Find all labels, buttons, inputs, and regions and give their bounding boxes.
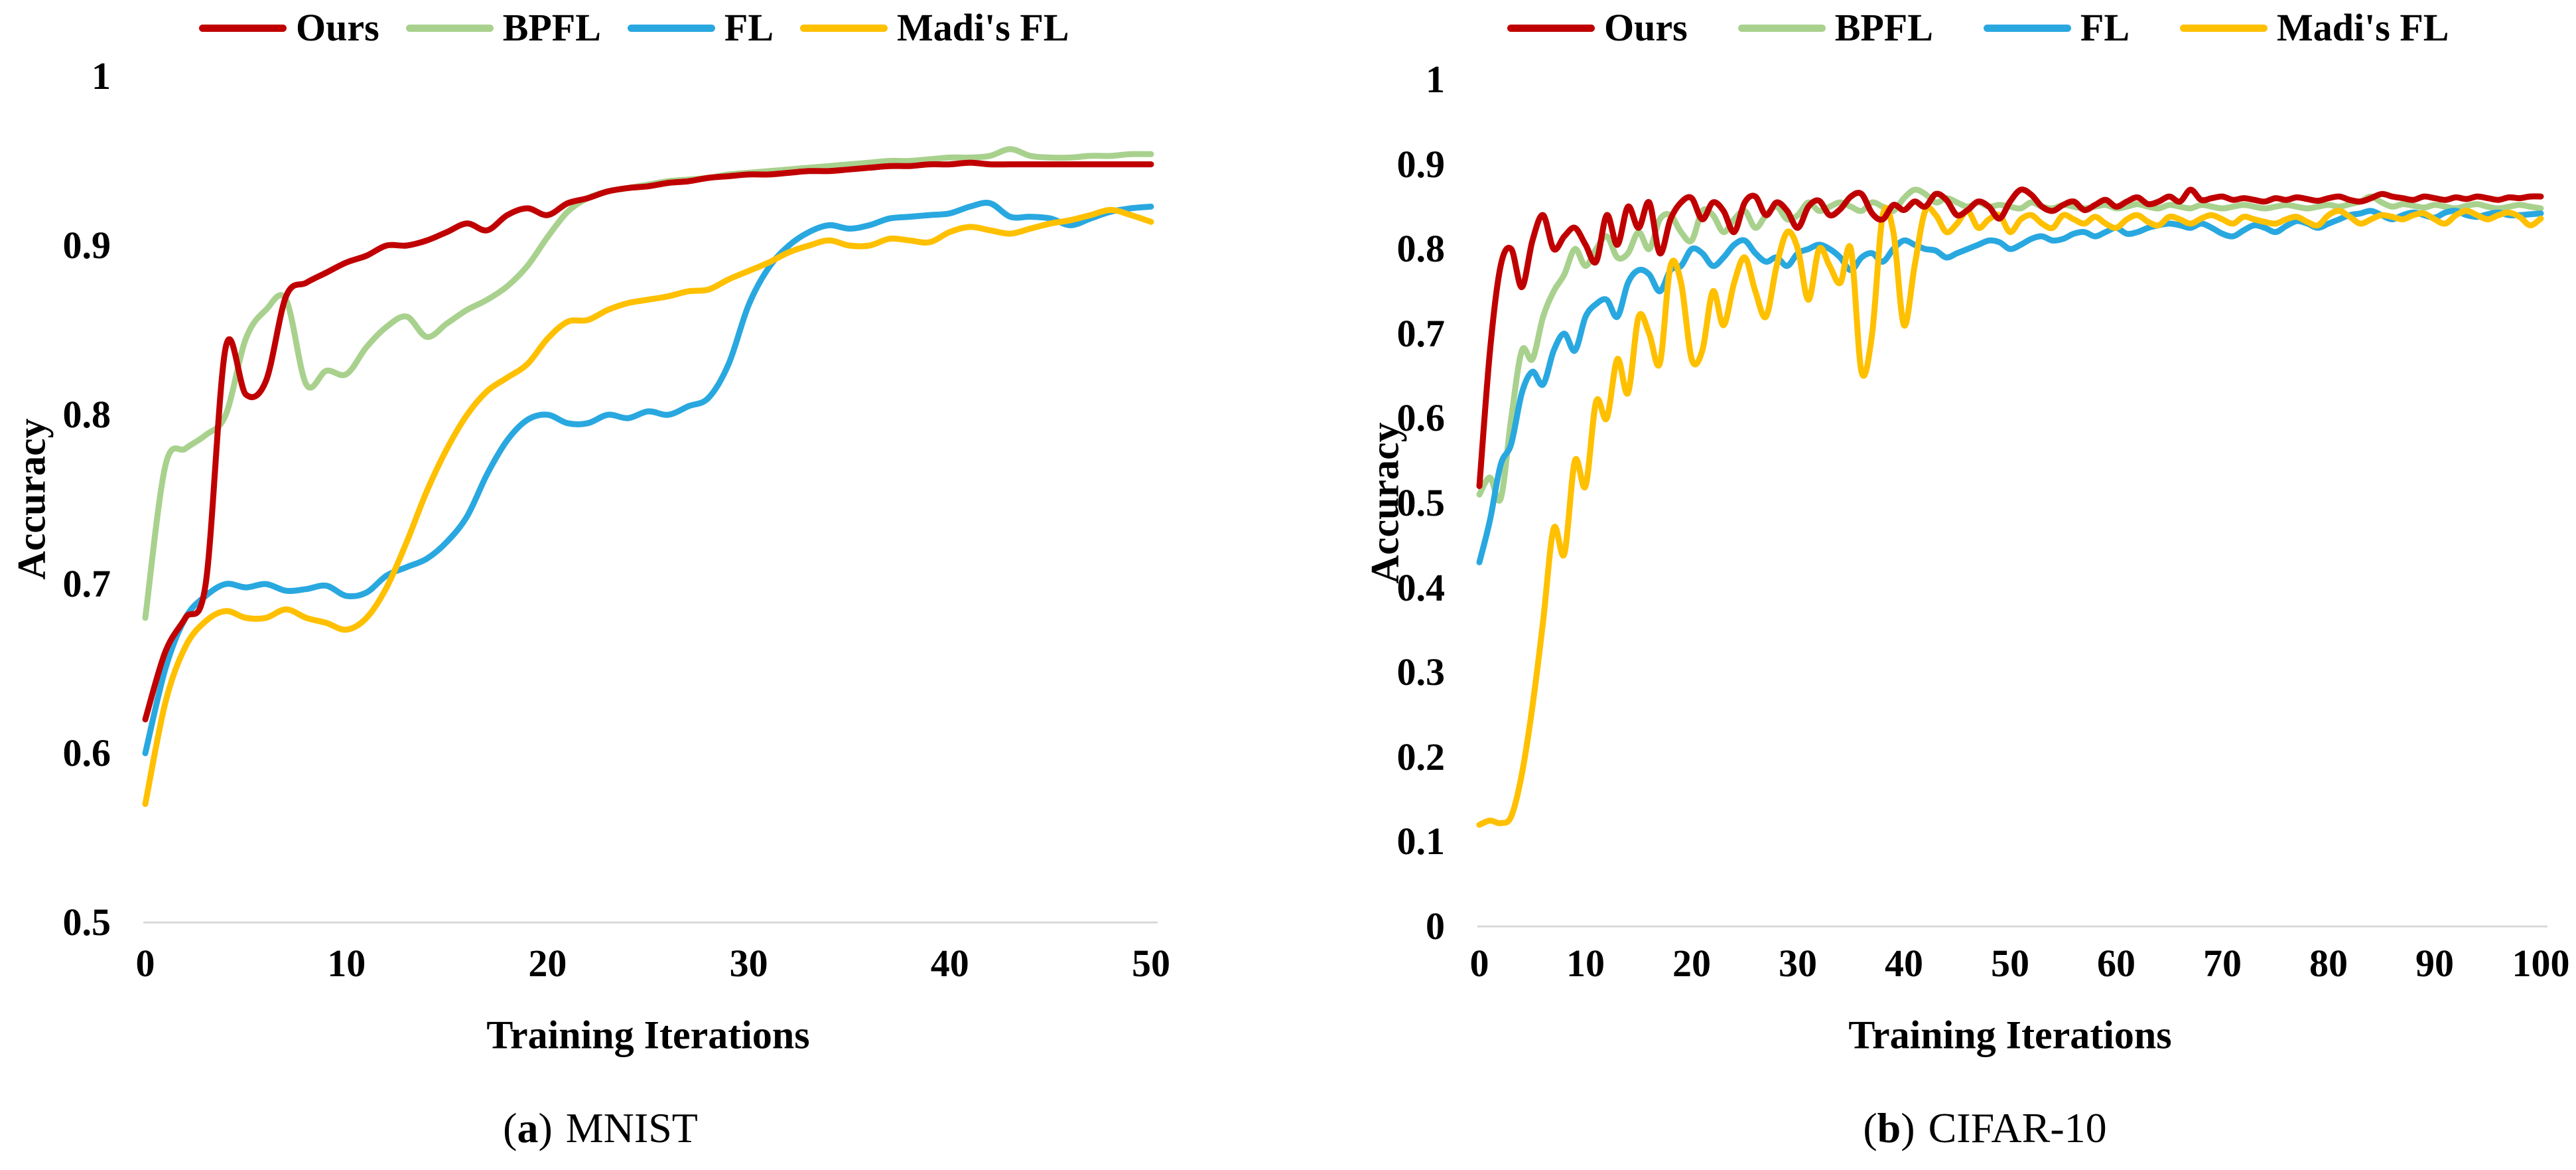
series-line-ours: [142, 159, 1154, 723]
legend-item-ours: Ours: [1507, 4, 1688, 52]
x-tick-label: 100: [2512, 942, 2570, 985]
legend-swatch-ours: [199, 24, 287, 32]
x-axis-title-mnist: Training Iterations: [486, 1013, 810, 1057]
legend-item-fl: FL: [1983, 4, 2130, 52]
legend-swatch-bpfl: [1737, 24, 1826, 32]
y-tick-label: 0.1: [1396, 820, 1446, 863]
legend-item-bpfl: BPFL: [405, 4, 601, 52]
series-line-madi-s-fl: [142, 206, 1154, 807]
caption-paren-open: (: [1863, 1104, 1877, 1151]
caption-letter: a: [517, 1104, 539, 1151]
y-axis-title-mnist: Accuracy: [9, 418, 54, 580]
legend-label: Madi's FL: [897, 6, 1069, 49]
caption-cifar10: (b) CIFAR-10: [1863, 1104, 2106, 1153]
y-tick-label: 0.7: [1396, 311, 1446, 355]
legend-item-ours: Ours: [199, 4, 379, 52]
x-tick-label: 10: [1566, 942, 1605, 985]
legend-swatch-madi-s-fl: [2180, 24, 2268, 32]
legend-item-fl: FL: [627, 4, 774, 52]
x-tick-label: 10: [327, 942, 366, 985]
y-tick-label: 0.9: [62, 224, 111, 267]
caption-mnist: (a) MNIST: [503, 1104, 698, 1153]
caption-letter: b: [1877, 1104, 1901, 1151]
legend-label: FL: [2080, 6, 2130, 49]
y-tick-label: 0.5: [1396, 481, 1446, 524]
series-line-bpfl: [142, 146, 1154, 621]
legend-mnist: Ours BPFL FL Madi's FL: [199, 4, 1069, 52]
legend-label: Madi's FL: [2277, 6, 2449, 49]
x-tick-label: 0: [1469, 942, 1489, 985]
x-tick-label: 20: [528, 942, 567, 985]
x-tick-label: 90: [2415, 942, 2454, 985]
legend-swatch-fl: [627, 24, 715, 32]
y-tick-label: 0.8: [1396, 227, 1446, 271]
series-line-bpfl: [1476, 186, 2544, 504]
y-tick-label: 1: [1426, 58, 1445, 101]
y-tick-label: 0.6: [62, 731, 111, 774]
caption-paren-close: ): [538, 1104, 553, 1151]
legend-label: BPFL: [1834, 6, 1933, 49]
caption-paren-close: ): [1901, 1104, 1915, 1151]
x-tick-label: 40: [930, 942, 969, 985]
legend-item-madi-s-fl: Madi's FL: [800, 4, 1069, 52]
legend-label: Ours: [296, 6, 379, 49]
y-tick-label: 0.2: [1396, 735, 1446, 778]
x-tick-label: 70: [2203, 942, 2242, 985]
y-tick-label: 0: [1426, 905, 1445, 948]
y-tick-label: 0.6: [1396, 396, 1446, 440]
y-tick-label: 1: [92, 54, 111, 98]
y-tick-label: 0.5: [62, 901, 111, 944]
x-tick-label: 30: [1779, 942, 1817, 985]
x-tick-label: 80: [2309, 942, 2348, 985]
x-tick-label: 50: [1991, 942, 2029, 985]
legend-swatch-fl: [1983, 24, 2071, 32]
x-tick-label: 20: [1672, 942, 1711, 985]
legend-cifar10: Ours BPFL FL Madi's FL: [1507, 4, 2449, 52]
y-tick-label: 0.4: [1396, 565, 1446, 609]
series-line-fl: [142, 200, 1154, 757]
legend-item-madi-s-fl: Madi's FL: [2180, 4, 2449, 52]
caption-paren-open: (: [503, 1104, 517, 1151]
x-tick-label: 30: [729, 942, 768, 985]
x-axis-title-cifar10: Training Iterations: [1848, 1013, 2172, 1057]
x-tick-label: 40: [1885, 942, 1923, 985]
x-tick-label: 60: [2097, 942, 2135, 985]
y-tick-label: 0.9: [1396, 142, 1446, 186]
series-line-ours: [1476, 186, 2544, 489]
caption-label: CIFAR-10: [1928, 1104, 2107, 1151]
legend-item-bpfl: BPFL: [1737, 4, 1933, 52]
caption-label: MNIST: [565, 1104, 698, 1151]
legend-swatch-ours: [1507, 24, 1595, 32]
series-line-fl: [1476, 208, 2544, 565]
legend-label: BPFL: [502, 6, 601, 49]
y-tick-label: 0.7: [62, 562, 111, 605]
legend-swatch-bpfl: [405, 24, 494, 32]
x-tick-label: 50: [1132, 942, 1170, 985]
series-line-madi-s-fl: [1476, 204, 2544, 828]
x-tick-label: 0: [135, 942, 155, 985]
legend-label: FL: [724, 6, 774, 49]
legend-label: Ours: [1604, 6, 1688, 49]
y-axis-title-cifar10: Accuracy: [1363, 422, 1407, 584]
y-tick-label: 0.8: [62, 393, 111, 436]
legend-swatch-madi-s-fl: [800, 24, 888, 32]
y-tick-label: 0.3: [1396, 650, 1446, 694]
